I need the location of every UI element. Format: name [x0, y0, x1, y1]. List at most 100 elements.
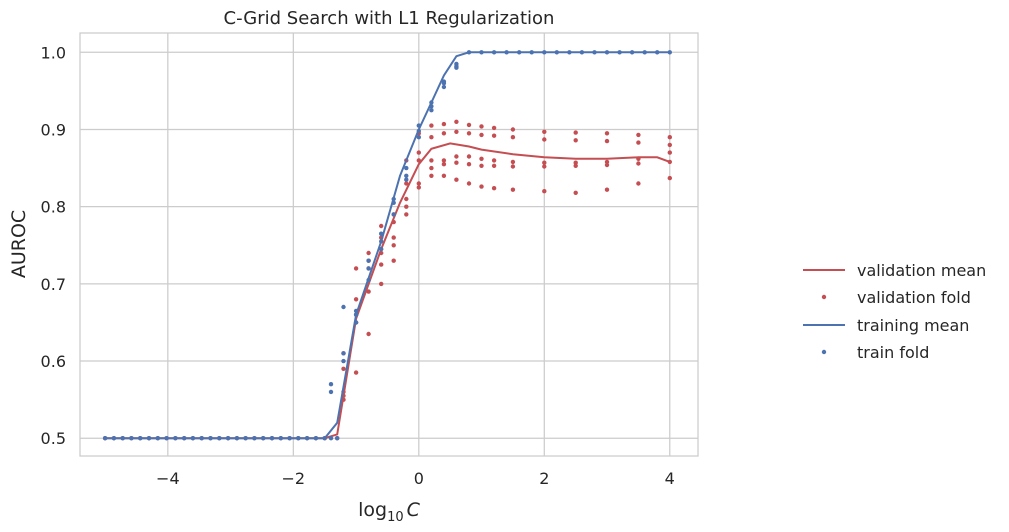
validation-fold-point [510, 135, 516, 140]
validation-fold-point [466, 122, 472, 128]
train-fold-point [278, 436, 283, 441]
validation-fold-point [510, 164, 516, 169]
validation-fold-point [491, 133, 497, 138]
train-fold-point [517, 50, 522, 55]
validation-fold-point [636, 140, 641, 145]
y-axis-label: AUROC [8, 210, 30, 278]
train-fold-point [404, 173, 409, 178]
validation-fold-point [604, 162, 610, 168]
legend: validation mean validation fold training… [803, 261, 986, 362]
train-fold-point [416, 123, 421, 128]
y-tick-label: 0.8 [41, 198, 66, 217]
x-tick-label: 2 [539, 469, 549, 488]
validation-fold-point [441, 121, 447, 127]
validation-fold-point [636, 161, 641, 166]
validation-fold-point [573, 163, 578, 168]
validation-fold-point [366, 289, 371, 294]
train-fold-point [379, 246, 384, 252]
train-fold-point [182, 436, 187, 441]
train-fold-point [479, 50, 484, 55]
train-fold-point [173, 436, 178, 441]
y-tick-label: 0.6 [41, 352, 66, 371]
train-fold-point [341, 304, 346, 310]
validation-fold-point [573, 190, 578, 195]
validation-fold-point [491, 158, 497, 163]
validation-fold-point [366, 331, 371, 337]
validation-fold-point [441, 173, 447, 178]
train-fold-point [287, 436, 292, 441]
train-fold-point [617, 50, 622, 55]
train-fold-point [353, 320, 359, 325]
x-tick-label: −4 [156, 469, 180, 488]
validation-fold-point [667, 175, 672, 181]
validation-fold-point [479, 156, 484, 161]
validation-fold-point [479, 184, 484, 189]
validation-fold-point [454, 177, 459, 182]
validation-fold-point [636, 181, 641, 186]
train-fold-point [243, 436, 248, 441]
train-fold-point [111, 436, 117, 441]
validation-fold-point [416, 150, 421, 155]
train-fold-point [296, 436, 301, 441]
validation-fold-point [429, 158, 434, 163]
validation-fold-point [391, 235, 396, 240]
validation-fold-point [479, 132, 484, 138]
train-fold-point [328, 389, 334, 395]
train-fold-point [269, 436, 275, 441]
train-fold-point [199, 436, 204, 441]
validation-fold-point [391, 243, 396, 248]
train-fold-point [642, 50, 647, 55]
validation-fold-point [429, 135, 434, 140]
train-fold-point [129, 436, 134, 441]
validation-fold-point [404, 196, 409, 202]
train-fold-point [579, 50, 585, 55]
chart-title: C-Grid Search with L1 Regularization [224, 8, 555, 29]
train-fold-point [120, 436, 125, 441]
train-fold-point [416, 128, 421, 134]
validation-fold-point [466, 181, 472, 186]
validation-fold-point [667, 142, 672, 148]
train-fold-point [441, 81, 447, 86]
validation-fold-point [454, 154, 459, 159]
legend-validation-fold-swatch [821, 294, 827, 300]
validation-fold-point [604, 138, 610, 144]
train-fold-point [504, 50, 509, 55]
validation-fold-point [454, 119, 459, 125]
train-fold-point [328, 382, 334, 387]
train-fold-point [328, 436, 334, 441]
train-fold-point [138, 436, 143, 441]
train-fold-point [164, 436, 169, 441]
legend-train-fold-label: train fold [857, 343, 929, 362]
validation-fold-point [479, 163, 484, 168]
train-fold-point [190, 436, 196, 441]
legend-validation-fold-label: validation fold [857, 288, 971, 307]
train-fold-point [429, 100, 434, 105]
validation-fold-point [441, 158, 447, 163]
validation-fold-point [466, 154, 472, 159]
validation-fold-point [542, 129, 547, 134]
validation-fold-point [542, 189, 547, 194]
train-fold-point [322, 436, 327, 441]
train-fold-point [404, 165, 409, 171]
validation-fold-point [454, 129, 459, 134]
validation-fold-point [441, 162, 447, 167]
train-fold-point [102, 436, 108, 441]
train-fold-point [429, 108, 434, 113]
plot-frame [79, 32, 699, 457]
validation-fold-point [404, 181, 409, 186]
train-fold-point [366, 277, 371, 283]
validation-fold-point [466, 131, 472, 136]
validation-fold-point [366, 250, 371, 256]
validation-fold-point [379, 250, 384, 256]
train-fold-point [353, 308, 359, 314]
train-fold-point [341, 351, 346, 356]
validation-fold-point [510, 159, 516, 165]
train-fold-point [252, 436, 257, 441]
train-fold-point [655, 50, 660, 55]
validation-fold-point [604, 159, 610, 165]
validation-fold-point [416, 181, 421, 186]
train-fold-point [335, 436, 340, 441]
validation-fold-point [573, 160, 578, 165]
train-fold-point [629, 50, 635, 55]
